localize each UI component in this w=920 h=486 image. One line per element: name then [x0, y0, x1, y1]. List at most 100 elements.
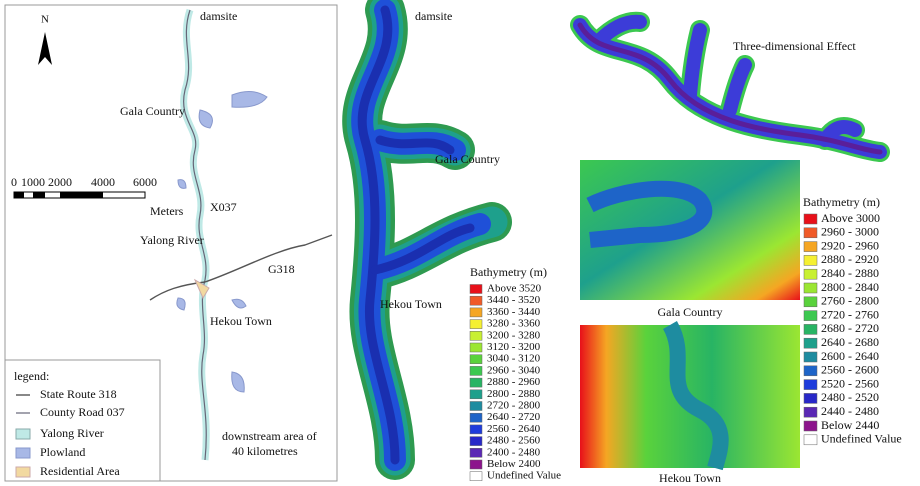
legend-label: 2520 - 2560 — [821, 376, 879, 390]
river-label: Yalong River — [140, 233, 204, 247]
legend-swatch — [470, 308, 482, 317]
legend-symbol — [16, 429, 30, 439]
legend-label: 2880 - 2920 — [821, 252, 879, 266]
legend-label: 3120 - 3200 — [487, 341, 541, 353]
legend-swatch — [470, 296, 482, 305]
legend-swatch — [470, 448, 482, 457]
legend-swatch — [804, 380, 817, 390]
legend-symbol — [16, 448, 30, 458]
legend-swatch — [804, 352, 817, 362]
legend-label: 2640 - 2720 — [487, 411, 541, 423]
legend-swatch — [804, 366, 817, 376]
caption: Hekou Town — [659, 471, 721, 485]
legend-label: Above 3000 — [821, 211, 880, 225]
legend-label: 2600 - 2640 — [821, 349, 879, 363]
legend-label: Below 2400 — [487, 458, 541, 470]
legend-swatch — [470, 437, 482, 446]
road-label: X037 — [210, 200, 237, 214]
road-label: G318 — [268, 262, 295, 276]
legend-label: Undefined Value — [821, 432, 902, 446]
scale-label: 2000 — [48, 175, 72, 189]
legend-label: 3440 - 3520 — [487, 294, 541, 306]
north-label: N — [41, 14, 49, 26]
scale-label: 0 — [11, 175, 17, 189]
legend-label: 2560 - 2640 — [487, 423, 541, 435]
legend-label: Undefined Value — [487, 470, 561, 482]
legend-swatch — [470, 355, 482, 364]
legend-swatch — [804, 407, 817, 417]
legend-title: legend: — [14, 369, 49, 383]
legend-swatch — [470, 343, 482, 352]
scale-label: 6000 — [133, 175, 157, 189]
place-label: Gala Country — [435, 152, 500, 166]
legend-swatch — [804, 338, 817, 348]
place-label: damsite — [415, 9, 452, 23]
legend-swatch — [470, 413, 482, 422]
legend-swatch — [470, 472, 482, 481]
legend-swatch — [804, 393, 817, 403]
legend-label: 2680 - 2720 — [821, 321, 879, 335]
legend-title: Bathymetry (m) — [803, 195, 880, 209]
place-label: Hekou Town — [380, 297, 442, 311]
legend-swatch — [470, 285, 482, 294]
legend-swatch — [470, 331, 482, 340]
legend-swatch — [470, 320, 482, 329]
legend-label: Plowland — [40, 445, 85, 459]
scale-label: 1000 — [21, 175, 45, 189]
legend-label: Above 3520 — [487, 283, 542, 295]
legend-label: 3200 - 3280 — [487, 329, 541, 341]
legend-swatch — [804, 255, 817, 265]
legend-swatch — [804, 283, 817, 293]
legend-label: State Route 318 — [40, 387, 117, 401]
legend-swatch — [470, 425, 482, 434]
figure: Ndamsite Gala Country X037 Yalong River G318… — [0, 0, 920, 486]
place-label: Hekou Town — [210, 314, 272, 328]
legend-label: 2760 - 2800 — [821, 294, 879, 308]
legend-label: 2440 - 2480 — [821, 404, 879, 418]
legend-label: Yalong River — [40, 426, 104, 440]
legend-swatch — [470, 460, 482, 469]
legend-label: Below 2440 — [821, 418, 879, 432]
legend-label: 2480 - 2560 — [487, 435, 541, 447]
legend-swatch — [470, 390, 482, 399]
scale-bar — [14, 192, 145, 198]
place-label: downstream area of — [222, 429, 317, 443]
place-label: damsite — [200, 9, 237, 23]
legend-swatch — [470, 366, 482, 375]
legend-swatch — [804, 228, 817, 238]
legend-label: County Road 037 — [40, 405, 125, 419]
legend-swatch — [804, 435, 817, 445]
legend-label: Residential Area — [40, 464, 120, 478]
legend-label: 3280 - 3360 — [487, 318, 541, 330]
caption: Gala Country — [658, 305, 723, 319]
legend-label: 2720 - 2800 — [487, 400, 541, 412]
scale-label: 4000 — [91, 175, 115, 189]
legend-swatch — [804, 214, 817, 224]
legend-label: 2720 - 2760 — [821, 307, 879, 321]
legend-label: 2400 - 2480 — [487, 446, 541, 458]
legend-swatch — [470, 378, 482, 387]
legend-label: 2560 - 2600 — [821, 363, 879, 377]
legend-label: 2960 - 3000 — [821, 225, 879, 239]
legend-label: 2800 - 2840 — [821, 280, 879, 294]
legend-swatch — [470, 402, 482, 411]
legend-label: 2840 - 2880 — [821, 266, 879, 280]
legend-label: 2480 - 2520 — [821, 390, 879, 404]
legend-swatch — [804, 297, 817, 307]
place-label: 40 kilometres — [232, 444, 298, 458]
place-label: Gala Country — [120, 104, 185, 118]
caption: Three-dimensional Effect — [733, 39, 856, 53]
legend-label: 2800 - 2880 — [487, 388, 541, 400]
legend-label: 2880 - 2960 — [487, 376, 541, 388]
legend-symbol — [16, 467, 30, 477]
legend-swatch — [804, 421, 817, 431]
legend-label: 2640 - 2680 — [821, 335, 879, 349]
legend-label: 2960 - 3040 — [487, 364, 541, 376]
legend-label: 2920 - 2960 — [821, 238, 879, 252]
legend-swatch — [804, 242, 817, 252]
legend-label: 3040 - 3120 — [487, 353, 541, 365]
legend-label: 3360 - 3440 — [487, 306, 541, 318]
legend-swatch — [804, 324, 817, 334]
legend-swatch — [804, 269, 817, 279]
legend-swatch — [804, 311, 817, 321]
